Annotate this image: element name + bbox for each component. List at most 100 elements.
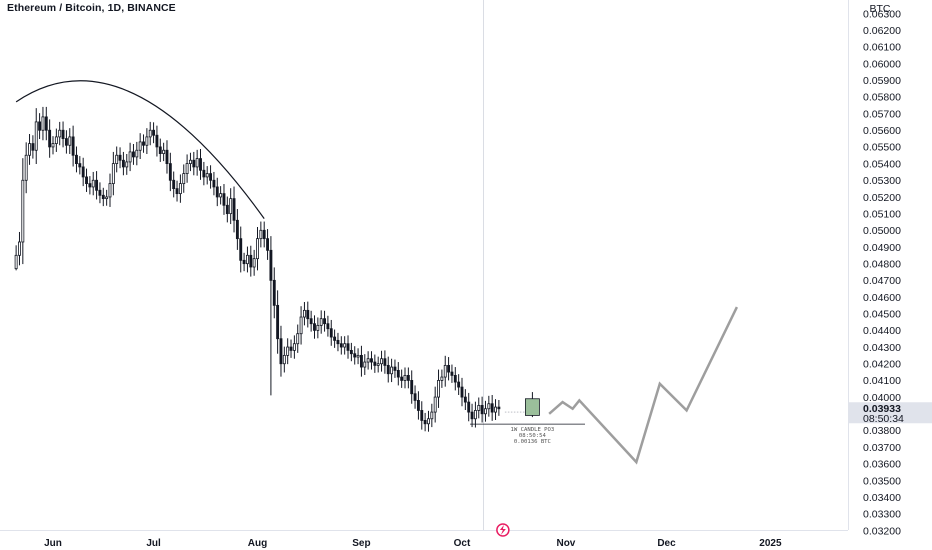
candle-body [115, 154, 119, 164]
candle-body [209, 173, 213, 181]
candle-body [309, 318, 313, 325]
candle-body [81, 166, 85, 178]
candle-body [353, 353, 357, 358]
candle-body [279, 338, 283, 365]
candle-body [229, 198, 233, 215]
candle-body [410, 380, 414, 395]
candle-body [339, 343, 343, 348]
y-tick-label: 0.03600 [863, 459, 901, 471]
candle-body [289, 346, 293, 351]
candle-body [172, 179, 176, 190]
candle-body [61, 129, 65, 139]
y-tick-label: 0.06100 [863, 42, 901, 54]
annotation-text: 1W CANDLE PO3 [511, 427, 555, 433]
candle-body [256, 238, 259, 260]
candle-body [480, 405, 484, 415]
candle-body [189, 159, 192, 164]
y-tick-label: 0.03800 [863, 425, 901, 437]
candle-body [14, 254, 18, 270]
candle-body [457, 381, 461, 388]
candle-body [242, 259, 246, 265]
x-tick-label: Jun [44, 538, 62, 549]
candle-body [199, 158, 202, 171]
x-tick-label: Aug [248, 538, 267, 549]
y-tick-label: 0.05900 [863, 75, 901, 87]
candle-body [433, 396, 437, 413]
candle-body [182, 173, 186, 185]
lightning-bolt-icon [499, 525, 506, 535]
price-label-countdown: 08:50:34 [863, 413, 904, 425]
candle-body [376, 363, 380, 366]
candle-body [148, 129, 152, 138]
candle-body [484, 408, 487, 415]
projection-path [548, 306, 739, 465]
annotation-text: 08:50:54 [519, 433, 547, 439]
candle-body [276, 304, 280, 340]
candle-body [78, 163, 82, 168]
y-tick-label: 0.05100 [863, 208, 901, 220]
candle-body [420, 410, 424, 421]
candles [14, 106, 501, 432]
y-tick-label: 0.04200 [863, 359, 901, 371]
candle-body [145, 136, 149, 146]
candle-body [383, 358, 387, 366]
annotation-text: 0.00136 BTC [514, 439, 551, 445]
candle-body [473, 410, 477, 420]
candle-body [470, 411, 474, 420]
candle-body [430, 411, 434, 420]
candle-body [490, 403, 494, 413]
candle-body [323, 318, 326, 325]
y-tick-label: 0.06200 [863, 25, 901, 37]
candle-body [246, 254, 249, 265]
candle-body [443, 364, 447, 378]
candle-body [302, 309, 306, 318]
candle-body [64, 138, 68, 146]
y-tick-label: 0.06000 [863, 58, 901, 70]
candle-body [319, 318, 323, 326]
candle-body [202, 169, 206, 178]
candle-body [403, 374, 407, 381]
candle-body [313, 323, 316, 331]
y-tick-label: 0.05700 [863, 108, 901, 120]
candle-body [235, 219, 239, 240]
chart-title: Ethereum / Bitcoin, 1D, BINANCE [7, 2, 176, 14]
y-tick-label: 0.05400 [863, 158, 901, 170]
candle-body [58, 129, 62, 138]
candle-body [497, 406, 501, 410]
candle-body [142, 141, 145, 146]
x-tick-label: Nov [556, 538, 575, 549]
candle-body [406, 374, 410, 381]
candle-body [450, 371, 454, 376]
x-tick-label: Jul [146, 538, 161, 549]
candle-body [252, 258, 256, 268]
y-tick-label: 0.05500 [863, 142, 901, 154]
candle-body [168, 163, 172, 181]
candle-body [111, 163, 115, 185]
candle-body [128, 151, 132, 163]
candle-body [85, 176, 88, 185]
candle-body [349, 349, 353, 355]
candle-body [155, 134, 159, 148]
candle-body [51, 143, 55, 148]
y-tick-label: 0.03300 [863, 509, 901, 521]
candle-body [75, 154, 78, 164]
candle-body [185, 163, 189, 175]
candle-body [343, 343, 347, 348]
candle-body [380, 358, 383, 365]
candle-body [118, 154, 122, 161]
y-tick-label: 0.04400 [863, 325, 901, 337]
candle-body [88, 183, 92, 188]
candle-body [108, 183, 112, 198]
candle-body [269, 249, 273, 281]
candle-body [477, 405, 481, 411]
candle-body [68, 136, 72, 146]
candle-body [356, 354, 360, 358]
candle-body [427, 418, 430, 425]
candle-body [91, 179, 95, 188]
candle-body [24, 154, 28, 181]
candle-body [453, 374, 457, 383]
candle-body [396, 369, 400, 378]
candle-body [152, 129, 156, 136]
candle-body [54, 136, 58, 144]
